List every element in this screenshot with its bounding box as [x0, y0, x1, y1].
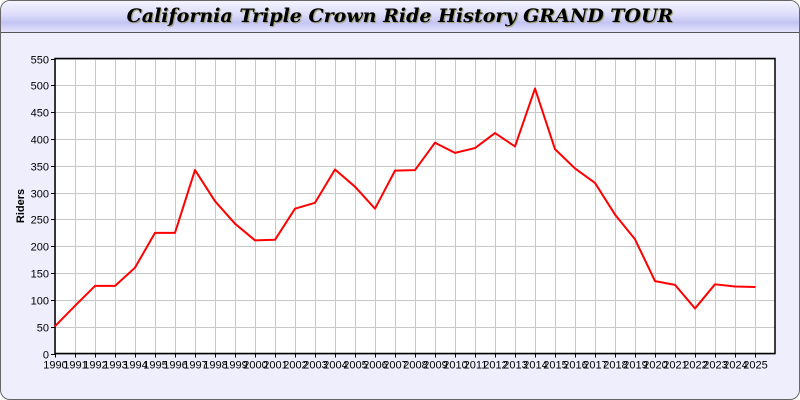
data-point: [54, 325, 56, 327]
data-point: [154, 232, 156, 234]
data-point: [694, 307, 696, 310]
y-tick-label: 200: [31, 242, 49, 254]
x-tick-label: 2019: [623, 360, 647, 372]
data-point: [474, 147, 476, 149]
plot-border: [54, 57, 776, 355]
x-tick-label: 2000: [243, 360, 267, 372]
x-tick-label: 2002: [283, 360, 307, 372]
data-point: [254, 239, 256, 242]
data-point: [94, 285, 96, 287]
data-point: [134, 266, 136, 269]
x-tick-label: 2024: [723, 360, 747, 372]
data-point: [574, 167, 576, 170]
series-layer: [54, 87, 756, 327]
data-point: [114, 285, 116, 287]
x-tick-label: 1990: [43, 360, 67, 372]
x-tick-label: 1991: [63, 360, 87, 372]
data-point: [174, 232, 176, 234]
data-point: [74, 304, 76, 307]
data-point: [334, 168, 336, 171]
data-point: [354, 185, 356, 188]
x-tick-label: 2005: [343, 360, 367, 372]
x-tick-label: 2022: [683, 360, 707, 372]
data-point: [274, 238, 276, 241]
data-point: [734, 285, 736, 288]
x-tick-label: 2006: [363, 360, 387, 372]
x-tick-label: 2004: [323, 360, 347, 372]
x-tick-label: 2007: [383, 360, 407, 372]
x-tick-label: 2017: [583, 360, 607, 372]
x-tick-label: 2001: [263, 360, 287, 372]
data-point: [194, 169, 196, 171]
x-tick-label: 2021: [663, 360, 687, 372]
x-tick-label: 2008: [403, 360, 427, 372]
y-tick-label: 300: [31, 189, 49, 201]
x-tick-label: 2013: [503, 360, 527, 372]
y-tick-label: 450: [31, 108, 49, 120]
x-tick-label: 2018: [603, 360, 627, 372]
data-point: [394, 169, 396, 172]
x-tick-label: 2012: [483, 360, 507, 372]
x-tick-label: 2015: [543, 360, 567, 372]
y-tick-label: 0: [43, 350, 49, 362]
data-point: [614, 213, 616, 216]
x-tick-label: 1999: [223, 360, 247, 372]
x-tick-label: 2014: [523, 360, 547, 372]
x-tick-label: 2009: [423, 360, 447, 372]
x-tick-label: 1993: [103, 360, 127, 372]
x-tick-label: 2010: [443, 360, 467, 372]
x-tick-label: 1994: [123, 360, 147, 372]
data-point: [234, 222, 236, 225]
y-tick-label: 550: [31, 55, 49, 67]
y-tick-label: 50: [37, 323, 49, 335]
data-point: [534, 87, 536, 90]
x-tick-label: 2003: [303, 360, 327, 372]
x-tick-label: 2016: [563, 360, 587, 372]
y-tick-label: 100: [31, 296, 49, 308]
x-tick-label: 2020: [643, 360, 667, 372]
chart-title: California Triple Crown Ride History GRA…: [126, 5, 674, 27]
y-axis-label: Riders: [15, 189, 27, 223]
data-point: [514, 145, 516, 148]
data-point: [454, 152, 456, 154]
y-tick-label: 250: [31, 215, 49, 227]
y-tick-label: 350: [31, 162, 49, 174]
x-tick-label: 1992: [83, 360, 107, 372]
grid: [55, 58, 775, 355]
x-tick-label: 2025: [743, 360, 767, 372]
x-tick-label: 1997: [183, 360, 207, 372]
data-point: [494, 132, 496, 134]
data-point: [754, 286, 756, 288]
data-point: [374, 207, 376, 210]
x-tick-label: 2023: [703, 360, 727, 372]
data-point: [594, 182, 596, 184]
data-point: [674, 284, 676, 286]
data-point: [714, 283, 716, 286]
y-tick-label: 400: [31, 135, 49, 147]
data-point: [294, 207, 296, 210]
y-tick-label: 150: [31, 269, 49, 281]
x-tick-label: 1995: [143, 360, 167, 372]
x-tick-label: 1996: [163, 360, 187, 372]
series-line: [54, 87, 756, 327]
data-point: [554, 148, 556, 150]
axes: 0501001502002503003504004505005501990199…: [31, 55, 776, 372]
data-point: [214, 200, 216, 202]
data-point: [414, 169, 416, 171]
data-point: [314, 201, 316, 204]
y-tick-label: 500: [31, 81, 49, 93]
x-tick-label: 1998: [203, 360, 227, 372]
data-point: [634, 238, 636, 241]
data-point: [434, 141, 436, 144]
x-tick-label: 2011: [464, 360, 488, 372]
data-point: [654, 280, 656, 282]
title-bar: California Triple Crown Ride History GRA…: [1, 1, 799, 33]
